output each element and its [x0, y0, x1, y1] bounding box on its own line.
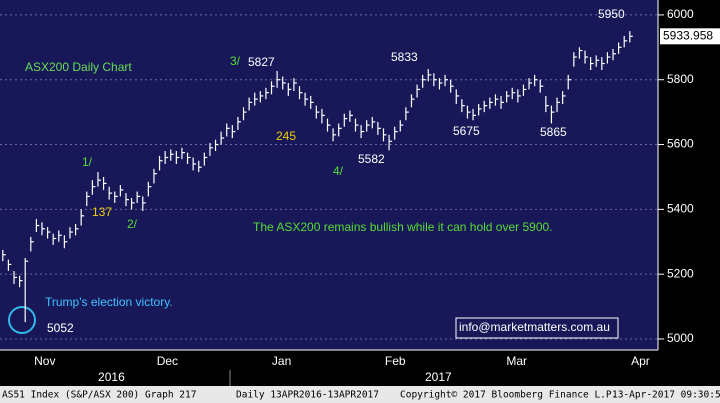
annotation: 4/ [333, 164, 344, 178]
annotation: 5675 [453, 124, 480, 138]
annotation: 2/ [127, 217, 138, 231]
y-tick-label: 5000 [667, 331, 694, 345]
footer-bar [0, 386, 720, 403]
last-price-label: 5933.958 [663, 28, 713, 42]
x-tick-label: Feb [385, 354, 406, 368]
y-tick-label: 5200 [667, 266, 694, 280]
year-label: 2017 [425, 370, 452, 384]
x-tick-label: Dec [157, 354, 178, 368]
x-tick-label: Mar [506, 354, 527, 368]
axis-area [658, 0, 720, 350]
annotation: Trump's election victory. [45, 295, 173, 309]
annotation: The ASX200 remains bullish while it can … [253, 220, 553, 234]
footer-text: Daily 13APR2016-13APR2017 [236, 390, 379, 401]
info-box [455, 317, 619, 339]
footer-text: Copyright© 2017 Bloomberg Finance L.P. [400, 390, 617, 401]
annotation: info@marketmatters.com.au [459, 320, 610, 334]
x-tick-label: Jan [272, 354, 291, 368]
y-tick-label: 5400 [667, 202, 694, 216]
footer-text: 13-Apr-2017 09:30:54 [612, 390, 720, 401]
highlight-circle [8, 306, 36, 334]
annotation: 5865 [540, 125, 567, 139]
annotation: 137 [92, 205, 112, 219]
annotation: 5833 [391, 50, 418, 64]
annotation: 5950 [598, 7, 625, 21]
year-label: 2016 [98, 370, 125, 384]
x-tick-label: Nov [34, 354, 55, 368]
x-tick-label: Apr [631, 354, 650, 368]
last-price-box [660, 28, 720, 45]
plot-area [0, 0, 658, 350]
annotation: 245 [276, 129, 296, 143]
y-tick-label: 6000 [667, 7, 694, 21]
annotation: 5052 [47, 321, 74, 335]
footer-text: AS51 Index (S&P/ASX 200) Graph 217 [2, 390, 196, 401]
y-tick-label: 5800 [667, 72, 694, 86]
annotation: 1/ [82, 155, 93, 169]
annotation: 5582 [358, 152, 385, 166]
chart-title: ASX200 Daily Chart [25, 60, 132, 74]
annotation: 5827 [248, 55, 275, 69]
y-tick-label: 5600 [667, 137, 694, 151]
annotation: 3/ [230, 54, 241, 68]
